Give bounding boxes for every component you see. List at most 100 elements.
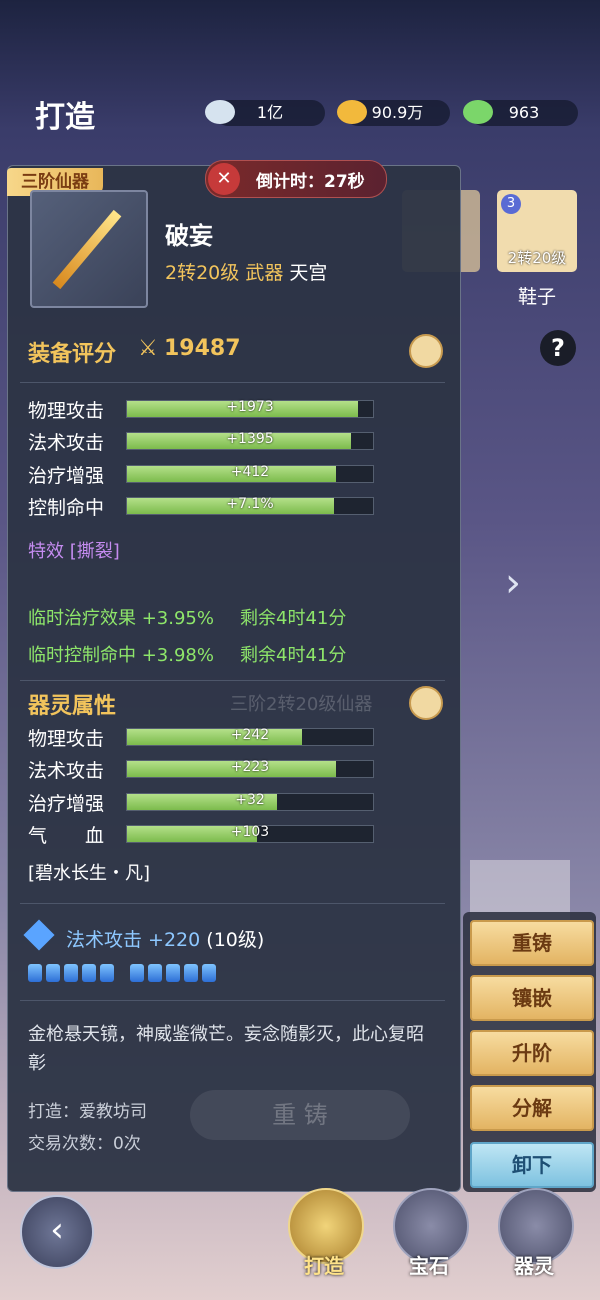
stat-value: +1395: [226, 431, 274, 447]
item-icon: [30, 190, 148, 308]
item-meta: 2转20级 武器 天宫: [165, 258, 327, 285]
star-badge: 3: [501, 194, 521, 214]
gem-pip: [28, 964, 42, 982]
stat-label: 控制命中: [28, 497, 105, 519]
next-arrow[interactable]: ›: [505, 560, 521, 606]
spear: [52, 209, 122, 290]
tab-spirit[interactable]: [498, 1188, 574, 1264]
score-label: 装备评分: [28, 342, 117, 367]
description: 金枪悬天镜，神威鉴微芒。妄念随影灭，此心复昭彰: [28, 1024, 424, 1074]
jade-icon: [463, 100, 493, 124]
stat-value: +223: [230, 759, 270, 775]
spirit-title: 器灵属性: [28, 694, 117, 719]
stat-label: 物理攻击: [28, 400, 105, 422]
silver-icon: [205, 100, 235, 124]
gem-label: 法术攻击 +220: [66, 929, 201, 951]
stat-label: 治疗增强: [28, 465, 105, 487]
divider: [20, 382, 445, 383]
tab-label: 宝石: [409, 1254, 449, 1278]
bar-fill: [127, 826, 258, 842]
stat-bar: +1395: [126, 431, 374, 450]
unequip-button[interactable]: 卸下: [470, 1142, 594, 1188]
bar-fill: [127, 401, 359, 417]
stat-label: 治疗增强: [28, 793, 105, 815]
back-button[interactable]: ‹: [20, 1195, 94, 1269]
stat-value: +103: [230, 824, 270, 840]
item-level: 2转20级: [165, 262, 240, 284]
tab-label: 器灵: [514, 1254, 554, 1278]
stat-value: +32: [235, 792, 265, 808]
stat-bar: +103: [126, 824, 374, 843]
set-name: [碧水长生・凡]: [28, 863, 151, 884]
tab-gem[interactable]: [393, 1188, 469, 1264]
divider: [20, 1000, 445, 1001]
divider: [20, 680, 445, 681]
stat-bar: +223: [126, 759, 374, 778]
stat-bar: +242: [126, 727, 374, 746]
page-title: 打造: [35, 100, 95, 135]
decompose-button[interactable]: 分解: [470, 1085, 594, 1131]
bg-reforge-button: 重 铸: [190, 1090, 410, 1140]
gem-pip: [64, 964, 78, 982]
buff-effect: 临时控制命中 +3.98%: [28, 645, 214, 666]
divider: [20, 903, 445, 904]
timer-text: 倒计时：27秒: [256, 172, 365, 192]
tab-forge[interactable]: [288, 1188, 364, 1264]
bar-fill: [127, 498, 334, 514]
stat-bar: +1973: [126, 399, 374, 418]
reforge-button[interactable]: 重铸: [470, 920, 594, 966]
currency-value: 90.9万: [371, 103, 424, 122]
stat-label: 气 血: [28, 825, 105, 847]
score-icon: ⚔: [138, 336, 158, 361]
gem-pip: [46, 964, 60, 982]
stat-value: +7.1%: [226, 496, 274, 512]
buff-remaining: 剩余4时41分: [240, 645, 347, 666]
forged-by: 打造：爱教坊司: [28, 1102, 147, 1122]
bar-fill: [127, 466, 337, 482]
stat-bar: +7.1%: [126, 496, 374, 515]
gem-pip: [184, 964, 198, 982]
bar-fill: [127, 761, 337, 777]
inspect-button[interactable]: [409, 686, 443, 720]
bg-slot: 3 2转20级: [497, 190, 577, 272]
gem-level: (10级): [206, 929, 265, 951]
slot-level: 2转20级: [507, 249, 567, 267]
stat-label: 物理攻击: [28, 728, 105, 750]
upgrade-button[interactable]: 升阶: [470, 1030, 594, 1076]
buff-effect: 临时治疗效果 +3.95%: [28, 608, 214, 629]
stat-bar: +32: [126, 792, 374, 811]
gem-pip: [82, 964, 96, 982]
gold-icon: [337, 100, 367, 124]
currency-value: 963: [508, 103, 540, 122]
trade-count: 交易次数：0次: [28, 1134, 141, 1154]
bar-fill: [127, 794, 278, 810]
inlay-button[interactable]: 镶嵌: [470, 975, 594, 1021]
slot-name: 鞋子: [517, 286, 556, 308]
inspect-button[interactable]: [409, 334, 443, 368]
bar-fill: [127, 729, 302, 745]
bg-item-title: 三阶2转20级仙器: [230, 694, 373, 715]
stat-value: +412: [230, 464, 270, 480]
stat-bar: +412: [126, 464, 374, 483]
timer-pill: ✕ 倒计时：27秒: [205, 160, 387, 198]
stat-label: 法术攻击: [28, 432, 105, 454]
gem-pip: [130, 964, 144, 982]
tab-label: 打造: [304, 1254, 344, 1278]
gem-pip: [166, 964, 180, 982]
item-panel: [7, 165, 461, 1192]
bar-fill: [127, 433, 351, 449]
stat-value: +242: [230, 727, 270, 743]
item-kind: 武器: [245, 262, 284, 284]
stat-value: +1973: [226, 399, 274, 415]
score-value: 19487: [164, 336, 241, 361]
item-origin: 天宫: [289, 262, 328, 284]
buff-remaining: 剩余4时41分: [240, 608, 347, 629]
gem-effect: 法术攻击 +220 (10级): [66, 925, 264, 952]
currency-value: 1亿: [256, 103, 284, 122]
stat-label: 法术攻击: [28, 760, 105, 782]
help-button[interactable]: ?: [540, 330, 576, 366]
gem-pip: [100, 964, 114, 982]
item-name: 破妄: [165, 222, 213, 250]
timer-icon: ✕: [208, 163, 240, 195]
special-effect: 特效 [撕裂]: [28, 541, 120, 562]
